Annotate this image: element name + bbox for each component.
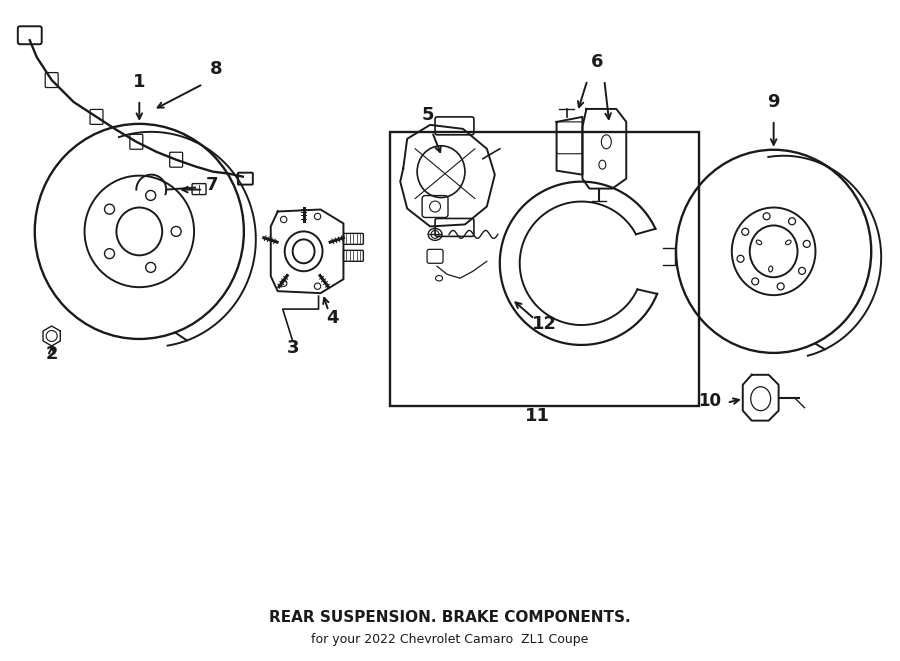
Text: REAR SUSPENSION. BRAKE COMPONENTS.: REAR SUSPENSION. BRAKE COMPONENTS. — [269, 610, 631, 625]
Text: 10: 10 — [698, 392, 721, 410]
Text: 2: 2 — [45, 345, 58, 363]
Text: 8: 8 — [210, 60, 222, 78]
Text: 11: 11 — [525, 407, 550, 424]
Text: 6: 6 — [591, 53, 604, 71]
Bar — [391, 132, 699, 406]
Text: 4: 4 — [326, 309, 338, 327]
Text: 3: 3 — [286, 339, 299, 357]
Text: 5: 5 — [422, 106, 435, 124]
Text: 9: 9 — [768, 93, 780, 111]
Text: for your 2022 Chevrolet Camaro  ZL1 Coupe: for your 2022 Chevrolet Camaro ZL1 Coupe — [311, 633, 589, 646]
Text: 1: 1 — [133, 73, 146, 91]
Text: 12: 12 — [532, 315, 557, 333]
Text: 7: 7 — [206, 176, 219, 194]
